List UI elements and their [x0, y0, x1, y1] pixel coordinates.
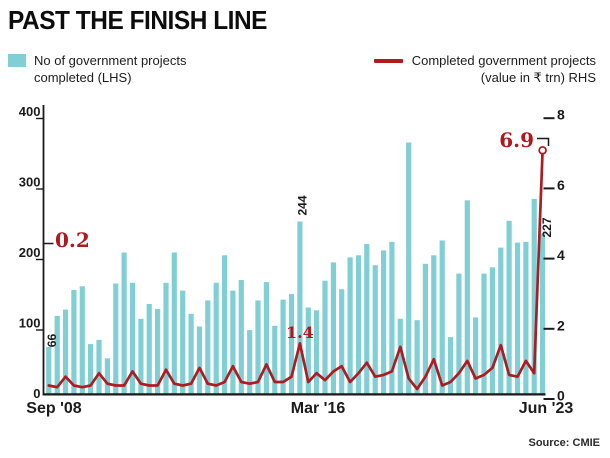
lhs-tick-label: 100: [19, 316, 41, 331]
legend-line-line2: (value in ₹ trn) RHS: [480, 70, 596, 85]
bar: [498, 247, 504, 394]
bar: [138, 318, 144, 394]
rhs-tick-label: 0: [557, 388, 565, 404]
bar: [364, 244, 370, 394]
bar: [238, 280, 244, 394]
legend-bars: No of government projects completed (LHS…: [8, 52, 186, 86]
legend-bars-line1: No of government projects: [34, 53, 187, 68]
bar: [263, 282, 269, 394]
bar: [213, 282, 219, 394]
legend-line: Completed government projects (value in …: [373, 52, 596, 86]
bar: [104, 358, 110, 394]
legend-line-line1: Completed government projects: [411, 53, 596, 68]
bar: [113, 283, 119, 394]
bar: [272, 325, 278, 394]
bar: [439, 240, 445, 394]
bar: [247, 330, 253, 394]
bar: [146, 304, 152, 394]
bar: [305, 307, 311, 394]
bar-series-swatch-icon: [8, 54, 26, 67]
bar: [88, 344, 94, 394]
x-tick-label-end: Jun '23: [518, 400, 574, 417]
bar: [96, 339, 102, 394]
x-tick-label-middle: Mar '16: [290, 400, 346, 417]
bar: [163, 282, 169, 394]
bar: [531, 198, 537, 394]
bar: [347, 257, 353, 394]
bar: [414, 320, 420, 394]
line-value-annotation: 1.4: [286, 323, 314, 342]
line-value-annotation: 0.2: [55, 228, 90, 252]
bar: [46, 347, 52, 394]
lhs-tick-label: 200: [19, 245, 41, 260]
legend-bars-text: No of government projects completed (LHS…: [34, 52, 186, 86]
line-value-annotation: 6.9: [499, 128, 534, 152]
bar: [62, 309, 69, 394]
bar: [422, 263, 428, 394]
bar: [180, 290, 186, 394]
rhs-tick-label: 8: [557, 107, 565, 123]
line-series-swatch-icon: [373, 58, 403, 63]
bar: [355, 255, 362, 394]
line-end-marker: [538, 146, 547, 155]
source-credit: Source: CMIE: [528, 437, 600, 449]
lhs-tick-label: 300: [19, 175, 41, 190]
bar: [288, 294, 295, 394]
annotation-callout: [537, 137, 550, 146]
bar: [54, 315, 60, 394]
bars-group: [46, 142, 546, 394]
bar: [155, 308, 161, 394]
bar: [389, 241, 395, 394]
bar: [196, 326, 203, 394]
bar: [322, 280, 328, 394]
bar: [79, 286, 85, 394]
bar: [514, 242, 521, 394]
bar: [406, 142, 412, 394]
bar: [523, 241, 529, 394]
bar: [330, 262, 336, 394]
bar: [456, 273, 462, 394]
lhs-tick-label: 400: [19, 104, 41, 119]
rhs-tick-label: 6: [557, 177, 565, 193]
bar-value-label: 66: [45, 334, 59, 348]
lhs-tick-label: 0: [33, 386, 40, 401]
bar: [188, 313, 194, 394]
bar: [431, 255, 437, 394]
bar: [464, 200, 470, 394]
bar: [280, 299, 286, 394]
bar: [339, 289, 345, 394]
bar: [540, 233, 546, 394]
bar: [481, 273, 487, 394]
bar: [230, 290, 236, 394]
bar: [205, 300, 211, 394]
bar: [71, 289, 77, 394]
bar: [297, 221, 303, 394]
line-series: [47, 148, 544, 391]
bar: [473, 317, 479, 394]
bar-value-label: 227: [540, 217, 554, 237]
bar: [397, 318, 403, 394]
bar: [372, 265, 378, 394]
bar: [171, 252, 177, 394]
rhs-tick-label: 4: [557, 247, 565, 263]
bar: [255, 300, 261, 394]
bar: [489, 267, 495, 394]
bar: [506, 220, 512, 394]
x-tick-label-start: Sep '08: [26, 400, 82, 417]
bar: [381, 250, 387, 394]
bar: [314, 310, 320, 394]
rhs-tick-label: 2: [557, 317, 565, 333]
bar: [121, 252, 127, 394]
bar: [222, 255, 228, 394]
bar: [129, 282, 136, 394]
legend-bars-line2: completed (LHS): [34, 70, 132, 85]
bar-value-label: 244: [295, 195, 309, 215]
chart-title: PAST THE FINISH LINE: [8, 5, 267, 35]
bar: [447, 337, 454, 394]
